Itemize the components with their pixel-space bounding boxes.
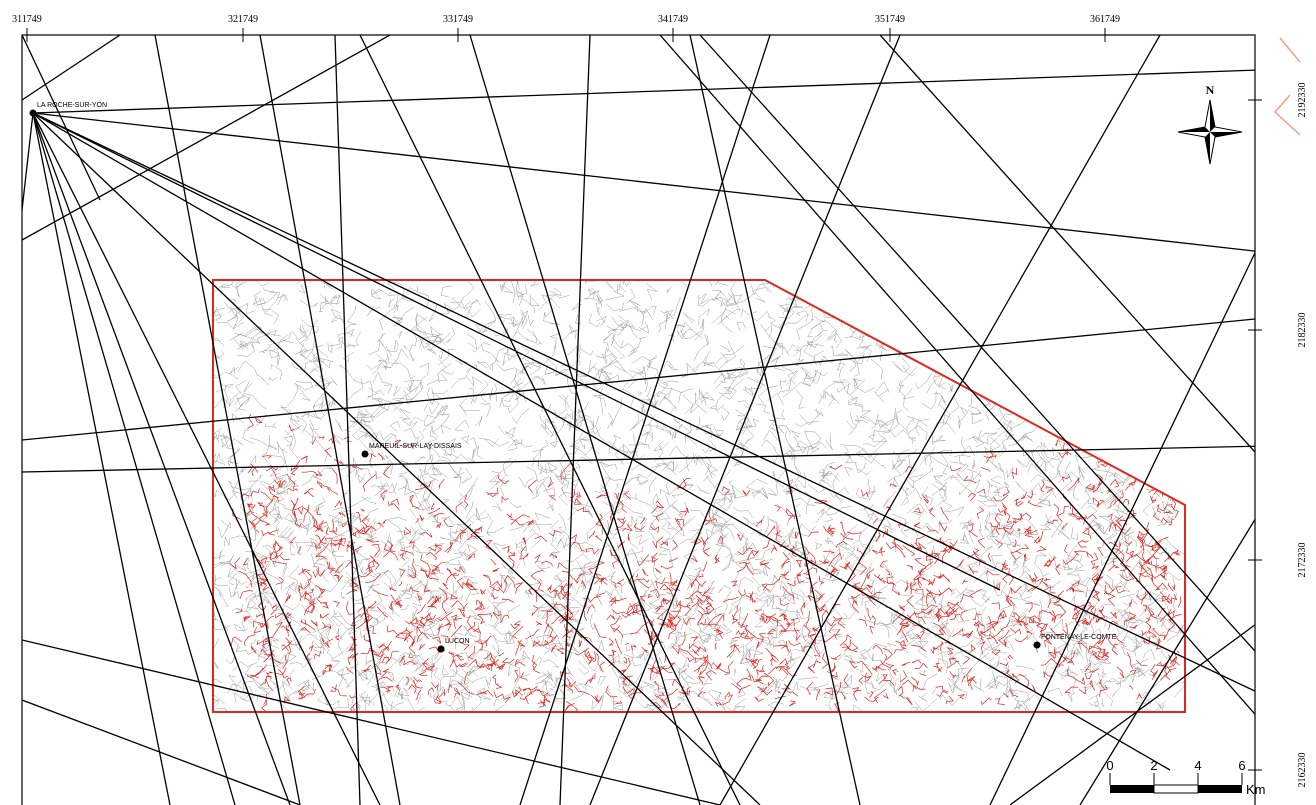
profile-line (699, 35, 1255, 653)
scale-label: 0 (1106, 758, 1113, 773)
profile-line (519, 35, 771, 805)
north-label: N (1206, 83, 1215, 97)
y-coordinate: 2182330 (1297, 313, 1308, 348)
profile-line (659, 35, 1255, 716)
x-coordinate: 311749 (12, 14, 42, 25)
town-label: LUCON (445, 638, 470, 645)
y-coordinate: 2172330 (1297, 543, 1308, 578)
profile-line (22, 639, 721, 805)
profile-line (689, 35, 861, 805)
profile-line (32, 112, 381, 805)
town-marker (1033, 641, 1041, 649)
x-coordinate: 331749 (443, 14, 473, 25)
profile-line (359, 35, 741, 805)
labels: 311749 321749 331749 341749 351749 361749 2192… (12, 14, 1308, 797)
profile-line (334, 35, 361, 805)
profile-line (32, 112, 1255, 252)
profile-line (32, 112, 1171, 771)
scale-label: 6 (1238, 758, 1245, 773)
profile-line (22, 35, 391, 241)
profile-line (32, 112, 291, 805)
scale-label: 2 (1150, 758, 1157, 773)
scale-bar (1109, 773, 1243, 794)
town-marker (29, 109, 37, 117)
profile-line (32, 112, 236, 805)
profile-line (22, 445, 1255, 473)
north-arrow: N (1177, 83, 1243, 165)
profile-lines (22, 35, 1255, 805)
road-network (213, 280, 1185, 712)
profile-line (1079, 518, 1255, 805)
profile-line (989, 251, 1255, 805)
x-coordinate: 321749 (228, 14, 258, 25)
profile-line (22, 112, 34, 211)
profile-line (559, 35, 591, 805)
y-coordinate: 2162330 (1297, 753, 1308, 788)
profile-line (259, 35, 401, 805)
profile-line (32, 112, 1255, 692)
x-coordinate: 351749 (875, 14, 905, 25)
roads (213, 280, 1185, 712)
profile-line (469, 35, 701, 805)
town-marker (437, 645, 445, 653)
profile-line (22, 699, 301, 805)
profile-line (32, 112, 171, 805)
scale-label: 4 (1194, 758, 1201, 773)
profile-line (22, 318, 1255, 441)
profile-line (1009, 624, 1255, 805)
profile-line (154, 35, 301, 805)
profile-line (32, 112, 761, 805)
town-marker (361, 450, 369, 458)
town-label: FONTENAY-LE-COMTE (1041, 634, 1117, 641)
study-area (212, 279, 1186, 713)
profile-line (879, 35, 1255, 454)
map-frame (21, 34, 1256, 805)
x-coordinate: 361749 (1090, 14, 1120, 25)
profile-line (32, 69, 1255, 114)
profile-line (719, 35, 1161, 805)
scale-unit: Km (1246, 782, 1266, 797)
x-coordinate: 341749 (658, 14, 688, 25)
y-coordinate: 2192330 (1297, 83, 1308, 118)
boundary-fragment (1273, 37, 1301, 136)
town-label: MAREUIL-SUR-LAY-DISSAIS (369, 443, 462, 450)
profile-line (22, 35, 101, 201)
town-label: LA ROCHE-SUR-YON (37, 102, 107, 109)
profile-line (589, 35, 901, 805)
profile-line (22, 35, 121, 101)
